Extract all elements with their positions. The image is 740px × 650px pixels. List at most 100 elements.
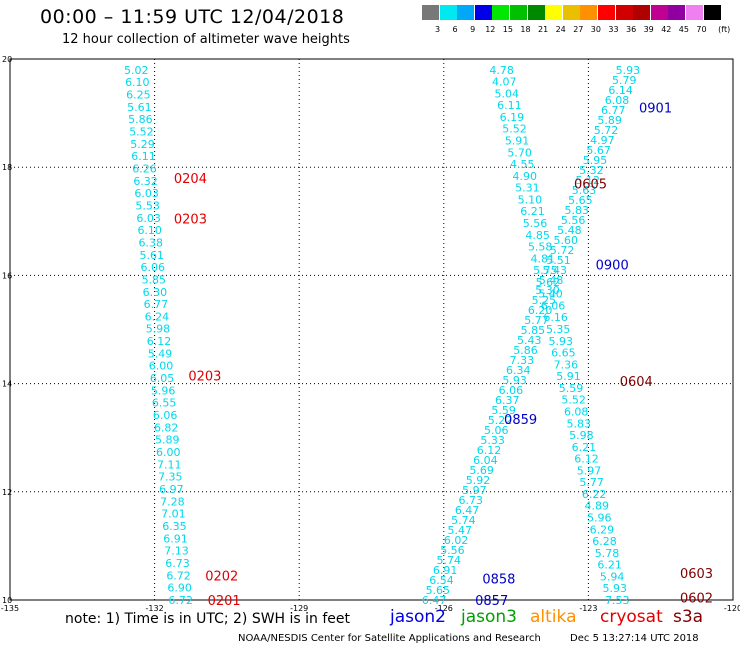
wave-height-value: 6.05: [150, 372, 175, 385]
wave-height-value: 5.96: [151, 384, 176, 397]
legend-swatch: [422, 5, 439, 20]
wave-height-value: 4.85: [525, 229, 550, 242]
legend-label: 21: [538, 25, 549, 34]
wave-height-value: 5.58: [528, 241, 553, 254]
legend-label: 12: [485, 25, 496, 34]
legend-label: 39: [643, 25, 654, 34]
footer: NOAA/NESDIS Center for Satellite Applica…: [238, 633, 725, 644]
wave-height-value: 5.65: [568, 194, 593, 207]
wave-height-value: 5.85: [521, 324, 546, 337]
wave-height-value: 6.91: [163, 532, 188, 545]
wave-height-value: 5.02: [124, 64, 149, 77]
wave-height-value: 6.06: [541, 299, 566, 312]
wave-height-value: 5.61: [140, 249, 165, 262]
wave-height-value: 6.26: [132, 162, 157, 175]
wave-height-value: 5.83: [567, 417, 592, 430]
wave-height-value: 5.56: [561, 214, 586, 227]
wave-height-value: 6.20: [528, 304, 553, 317]
wave-height-value: 5.77: [524, 314, 549, 327]
wave-height-value: 5.43: [517, 334, 542, 347]
wave-height-value: 6.21: [572, 441, 597, 454]
wave-height-value: 5.72: [550, 244, 575, 257]
legend-swatch: [492, 5, 510, 20]
wave-height-value: 5.52: [502, 123, 527, 136]
wave-height-value: 6.73: [458, 494, 483, 507]
map-frame: [9, 58, 734, 601]
wave-height-value: 5.53: [135, 199, 160, 212]
y-tick-label: 16: [2, 271, 12, 280]
legend-swatch: [615, 5, 633, 20]
x-tick-label: -126: [435, 604, 453, 613]
y-tick-label: 12: [2, 488, 12, 497]
y-tick-label: 20: [2, 55, 12, 64]
wave-height-value: 6.30: [143, 286, 168, 299]
wave-height-value: 5.93: [549, 335, 574, 348]
wave-height-value: 6.04: [473, 454, 498, 467]
legend-swatch: [457, 5, 475, 20]
wave-height-value: 5.48: [557, 224, 582, 237]
wave-height-value: 6.77: [601, 104, 626, 117]
pass-time-label: 0605: [574, 177, 607, 192]
legend-label: 6: [452, 25, 458, 34]
wave-height-value: 5.79: [612, 74, 637, 87]
wave-height-value: 4.90: [513, 170, 538, 183]
legend-swatch: [562, 5, 580, 20]
wave-height-value: 6.24: [145, 310, 170, 323]
wave-height-value: 5.59: [559, 382, 584, 395]
wave-height-value: 5.72: [594, 124, 619, 137]
wave-height-value: 7.35: [158, 471, 183, 484]
wave-height-value: 6.08: [564, 405, 589, 418]
pass-time-label: 0203: [174, 213, 207, 228]
wave-height-value: 6.65: [551, 347, 576, 360]
satellite-label-s3a: s3a: [673, 607, 704, 627]
wave-height-value: 5.48: [539, 274, 564, 287]
wave-height-value: 5.86: [513, 344, 538, 357]
satellite-label-altika: altika: [530, 607, 577, 627]
wave-height-value: 6.06: [141, 261, 166, 274]
wave-height-value: 7.33: [510, 354, 535, 367]
pass-time-label: 0201: [208, 594, 241, 609]
wave-height-value: 5.12: [575, 174, 600, 187]
wave-height-value: 5.56: [523, 217, 548, 230]
wave-height-value: 6.28: [592, 535, 617, 548]
legend-label: 15: [502, 25, 513, 34]
wave-height-value: 4.78: [489, 64, 514, 77]
legend-swatch: [686, 5, 703, 20]
wave-height-value: 4.89: [585, 500, 610, 513]
legend-swatch: [580, 5, 598, 20]
wave-height-value: 5.67: [586, 144, 611, 157]
wave-height-value: 6.12: [477, 444, 502, 457]
wave-height-value: 5.61: [127, 101, 152, 114]
wave-height-value: 5.78: [595, 547, 620, 560]
wave-height-value: 6.10: [137, 224, 162, 237]
wave-height-value: 5.04: [495, 87, 520, 100]
pass-time-label: 0901: [639, 102, 672, 117]
wave-height-value: 5.86: [128, 113, 153, 126]
wave-height-value: 4.07: [492, 76, 517, 89]
wave-height-value: 5.65: [426, 584, 451, 597]
footer-timestamp: Dec 5 13:27:14 UTC 2018: [570, 633, 699, 644]
wave-height-value: 5.62: [536, 276, 561, 289]
x-tick-label: -120: [724, 604, 740, 613]
wave-height-value: 6.03: [136, 212, 161, 225]
legend-label: 9: [470, 25, 476, 34]
wave-height-value: 6.73: [165, 557, 190, 570]
y-tick-label: 10: [2, 596, 12, 605]
wave-height-value: 5.35: [546, 323, 571, 336]
satellite-label-jason2: jason2: [390, 607, 446, 627]
pass-time-label: 0857: [475, 594, 508, 609]
wave-height-value: 5.97: [577, 464, 602, 477]
wave-height-value: 5.91: [556, 370, 581, 383]
pass-time-label: 0858: [482, 572, 515, 587]
wave-height-value: 5.75: [533, 264, 558, 277]
legend-swatch: [633, 5, 651, 20]
legend-label: 36: [626, 25, 637, 34]
wave-height-value: 7.36: [554, 358, 579, 371]
wave-height-value: 6.12: [574, 453, 599, 466]
y-tick-label: 14: [2, 380, 12, 389]
legend-label: 18: [520, 25, 531, 34]
wave-height-value: 5.32: [579, 164, 604, 177]
wave-height-value: 6.32: [133, 175, 158, 188]
wave-height-value: 6.08: [605, 94, 630, 107]
legend-swatch: [668, 5, 686, 20]
